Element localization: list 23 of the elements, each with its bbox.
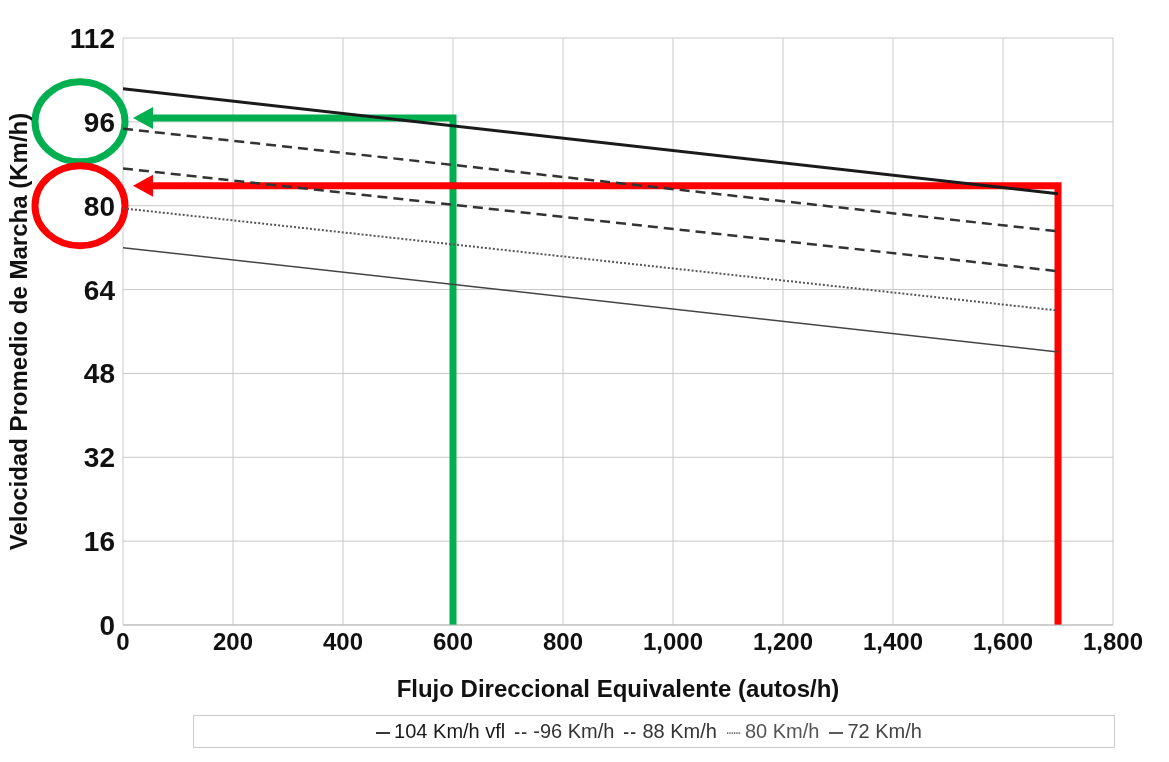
y-axis-title: Velocidad Promedio de Marcha (Km/h) [4,112,32,551]
x-tick-label: 1,600 [972,628,1034,656]
x-axis-title: Flujo Direccional Equivalente (autos/h) [396,675,840,702]
y-tick-label: 48 [83,358,115,390]
x-tick-label: 400 [322,628,364,656]
x-tick-label: 1,400 [862,628,924,656]
legend-label: 88 Km/h [642,720,717,742]
legend-label: 104 Km/h vfl [394,720,506,742]
y-tick-label: 32 [83,442,115,474]
legend-label: -96 Km/h [533,720,615,742]
x-tick-label: 200 [212,628,254,656]
x-tick-label: 1,200 [752,628,814,656]
y-tick-label: 64 [83,274,116,306]
y-tick-label: 96 [83,106,115,138]
legend-label: 80 Km/h [744,720,820,742]
legend-label: 72 Km/h [847,720,922,742]
x-tick-label: 800 [542,628,584,656]
y-tick-label: 16 [83,526,115,558]
x-tick-label: 1,800 [1082,628,1144,656]
x-tick-label: 1,000 [642,628,704,656]
y-tick-label: 112 [69,22,115,54]
x-tick-label: 600 [432,628,474,656]
y-tick-label: 80 [83,190,115,222]
